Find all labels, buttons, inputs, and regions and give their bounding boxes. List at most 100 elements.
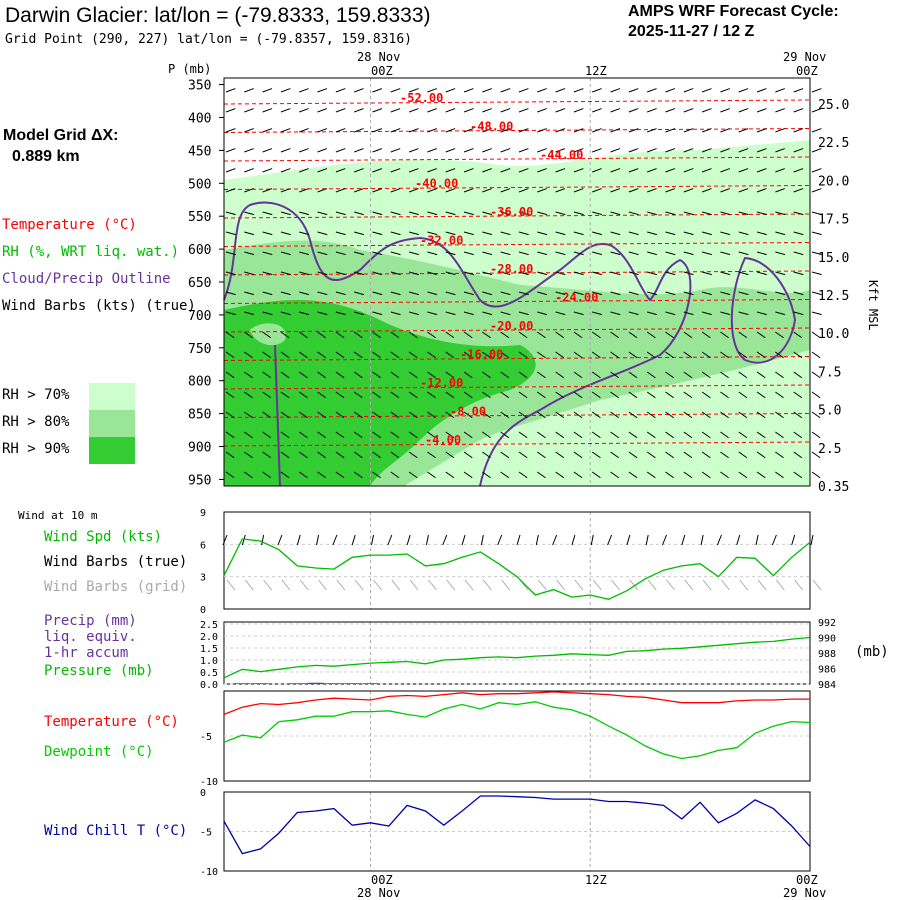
wind-barb (482, 251, 493, 256)
cloud-outline-left (274, 344, 281, 487)
wind-barb (262, 188, 273, 193)
wind-barb (555, 271, 566, 276)
wind-barb (299, 188, 309, 193)
wind-barb (518, 431, 528, 439)
top-tick-12z: 12Z (585, 64, 607, 78)
model-grid-value: 0.889 km (12, 148, 80, 165)
wind-barb (518, 168, 529, 173)
wind-barb (335, 168, 346, 173)
wind-barb (408, 371, 418, 379)
wind-barb (518, 108, 529, 113)
wind-barb (354, 291, 364, 296)
wind-barb (372, 148, 383, 153)
wind-barb (537, 251, 548, 256)
wind-barb (793, 431, 803, 439)
wind-barb (683, 471, 693, 479)
wind-barb (463, 431, 473, 439)
wind-barb (390, 168, 401, 173)
wind-barb (518, 188, 529, 193)
height-tick-label: 5.0 (818, 404, 841, 419)
wind-barb (646, 371, 656, 379)
pressure-line (223, 636, 811, 679)
wind-barb (646, 411, 656, 419)
wind-barb-true (516, 534, 521, 546)
wind-barb (573, 168, 584, 173)
wind-barb (317, 211, 328, 216)
precip-tick-label: 1.0 (200, 656, 218, 667)
wind-barb (793, 331, 803, 339)
wind-barb (280, 251, 291, 256)
wind-barb (299, 311, 310, 316)
wind-barb (463, 291, 474, 296)
precip-bar (289, 683, 306, 684)
wind-barb (665, 188, 676, 193)
wind-barb-true (296, 534, 301, 546)
wind-barb (317, 331, 327, 339)
wind-barb (463, 471, 473, 479)
wind-barb (811, 211, 822, 216)
isotherm-label: -12.00 (420, 376, 463, 390)
wind-barb (647, 108, 657, 113)
bottom-tick-00z-end: 00Z (796, 873, 818, 887)
precip-tick-label: 0.0 (200, 680, 218, 691)
wind-barb (756, 251, 767, 256)
wind-barb (445, 451, 455, 459)
wind-barb (317, 371, 327, 379)
wind-barb (793, 231, 804, 236)
wind-barb (811, 148, 822, 153)
wind-barb (390, 128, 401, 133)
wind-barb (482, 188, 492, 193)
wind-barb (628, 371, 638, 379)
wind-barb (592, 251, 603, 256)
wind-barb (647, 251, 657, 256)
wind-barb (280, 148, 291, 153)
wind-barb (738, 471, 748, 479)
wind-barb (793, 128, 804, 133)
wind-barb (354, 311, 364, 316)
wind-barb (793, 88, 804, 93)
wind-barb (701, 291, 712, 296)
height-tick-label: 15.0 (818, 251, 849, 266)
wind-barb (591, 351, 601, 359)
wind-barb (408, 471, 418, 479)
wind-barb (298, 331, 308, 339)
wind-barb (591, 331, 601, 339)
wind-barb (811, 331, 821, 339)
wind-barb (555, 231, 566, 236)
wind-barb (335, 88, 346, 93)
wind-barb (665, 411, 674, 419)
wind-barb (701, 371, 711, 379)
wind-barb (775, 291, 786, 296)
wind-barb (775, 168, 785, 173)
wind-barb (775, 211, 786, 216)
rh90-region (224, 300, 536, 486)
wind-barb (372, 271, 383, 276)
wind-barb (427, 411, 436, 419)
wind-barb-true (222, 534, 228, 546)
wind-barb (298, 431, 308, 439)
pressure-tick-label: 350 (188, 79, 211, 94)
precip-legend: Precip (mm) (44, 613, 137, 629)
wind-barb (372, 471, 381, 479)
wind-barb (280, 331, 290, 339)
wind-barb (720, 168, 731, 173)
forecast-cycle-value: 2025-11-27 / 12 Z (628, 23, 755, 40)
wind-barb-true (645, 534, 649, 546)
height-tick-label: 25.0 (818, 98, 849, 113)
wind-barb (537, 311, 548, 316)
wind-barb (463, 108, 474, 113)
pressure-tick-label: 750 (188, 342, 211, 357)
wind-barb (573, 188, 584, 193)
wind-barb (591, 411, 601, 419)
wind10m-title: Wind at 10 m (18, 509, 98, 522)
wind-barb (720, 231, 731, 236)
wind-barb (408, 271, 419, 276)
wind-barb (555, 451, 565, 459)
wind-barb (463, 271, 474, 276)
wind-barb (811, 391, 821, 399)
wind-barb (482, 331, 491, 339)
precip-pressure-panel (223, 621, 811, 685)
wind-barb (372, 331, 381, 339)
wind-barb (244, 188, 254, 193)
wind-barb (628, 88, 639, 93)
